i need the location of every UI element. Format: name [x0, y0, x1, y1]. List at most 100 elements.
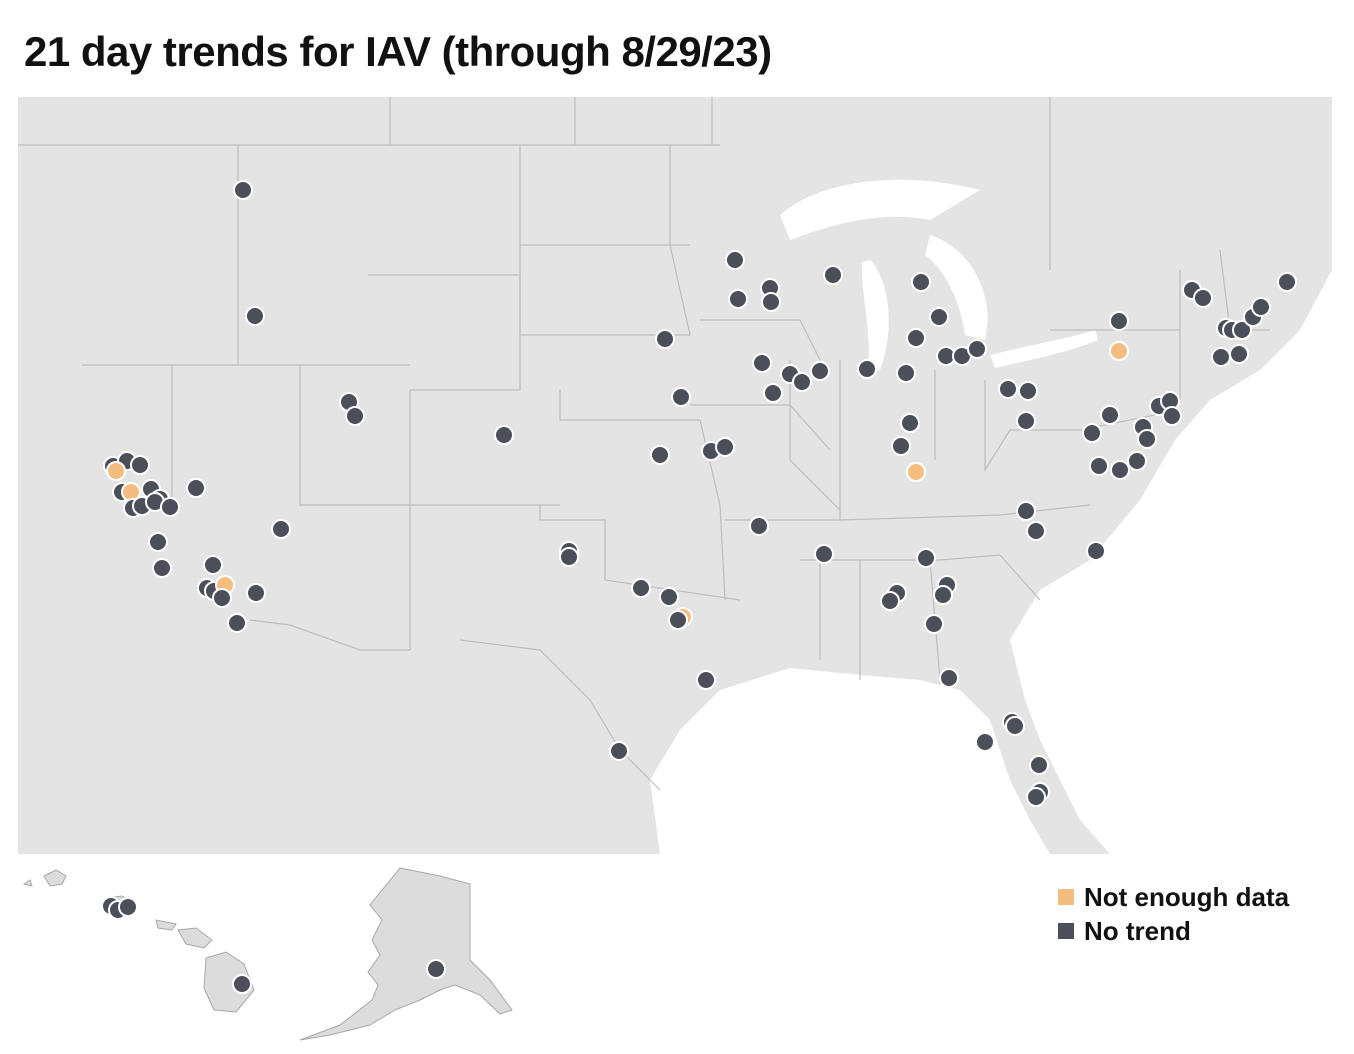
- lake-superior: [780, 179, 980, 240]
- site-marker-no-trend[interactable]: [160, 497, 180, 517]
- site-marker-no-trend[interactable]: [1232, 320, 1252, 340]
- site-marker-not-enough-data[interactable]: [1109, 341, 1129, 361]
- legend-label-not-enough-data: Not enough data: [1084, 881, 1290, 912]
- site-marker-no-trend[interactable]: [609, 741, 629, 761]
- site-marker-no-trend[interactable]: [186, 478, 206, 498]
- site-marker-no-trend[interactable]: [1089, 456, 1109, 476]
- site-marker-not-enough-data[interactable]: [906, 462, 926, 482]
- site-marker-no-trend[interactable]: [880, 591, 900, 611]
- site-marker-no-trend[interactable]: [1109, 311, 1129, 331]
- site-marker-no-trend[interactable]: [906, 328, 926, 348]
- site-marker-no-trend[interactable]: [1016, 501, 1036, 521]
- site-marker-no-trend[interactable]: [1026, 787, 1046, 807]
- state-borders: [18, 97, 1270, 791]
- site-marker-no-trend[interactable]: [233, 180, 253, 200]
- site-marker-no-trend[interactable]: [924, 614, 944, 634]
- site-marker-no-trend[interactable]: [1229, 344, 1249, 364]
- site-marker-no-trend[interactable]: [494, 425, 514, 445]
- site-marker-no-trend[interactable]: [1137, 429, 1157, 449]
- site-marker-no-trend[interactable]: [1100, 405, 1120, 425]
- site-marker-no-trend[interactable]: [148, 532, 168, 552]
- site-marker-no-trend[interactable]: [246, 583, 266, 603]
- site-marker-no-trend[interactable]: [933, 585, 953, 605]
- site-marker-no-trend[interactable]: [1277, 272, 1297, 292]
- site-marker-no-trend[interactable]: [891, 436, 911, 456]
- site-marker-no-trend[interactable]: [118, 897, 138, 917]
- site-marker-no-trend[interactable]: [271, 519, 291, 539]
- site-marker-no-trend[interactable]: [1251, 297, 1271, 317]
- site-marker-no-trend[interactable]: [929, 307, 949, 327]
- lake-erie: [990, 330, 1098, 368]
- site-marker-no-trend[interactable]: [696, 670, 716, 690]
- site-marker-no-trend[interactable]: [1211, 347, 1231, 367]
- site-marker-no-trend[interactable]: [810, 361, 830, 381]
- legend-swatch-no-trend: [1058, 923, 1074, 939]
- hawaii-island-molokai: [155, 919, 177, 931]
- site-marker-no-trend[interactable]: [1005, 716, 1025, 736]
- site-marker-no-trend[interactable]: [1127, 451, 1147, 471]
- site-marker-no-trend[interactable]: [911, 272, 931, 292]
- site-marker-no-trend[interactable]: [814, 544, 834, 564]
- site-marker-no-trend[interactable]: [896, 363, 916, 383]
- site-marker-no-trend[interactable]: [916, 548, 936, 568]
- site-marker-no-trend[interactable]: [203, 555, 223, 575]
- site-marker-no-trend[interactable]: [1026, 521, 1046, 541]
- site-marker-no-trend[interactable]: [659, 587, 679, 607]
- site-marker-no-trend[interactable]: [130, 455, 150, 475]
- gulf-of-mexico: [650, 668, 1050, 854]
- hawaii-island-big-island: [203, 951, 255, 1013]
- site-marker-no-trend[interactable]: [967, 339, 987, 359]
- legend-label-no-trend: No trend: [1084, 915, 1191, 946]
- map-title: 21 day trends for IAV (through 8/29/23): [24, 28, 772, 75]
- site-marker-no-trend[interactable]: [975, 732, 995, 752]
- site-marker-no-trend[interactable]: [345, 406, 365, 426]
- legend-item-not-enough-data: Not enough data: [1058, 880, 1289, 914]
- site-marker-no-trend[interactable]: [823, 265, 843, 285]
- site-marker-no-trend[interactable]: [152, 558, 172, 578]
- lower48-basemap: [18, 97, 1332, 854]
- atlantic-ocean: [1010, 270, 1332, 854]
- site-marker-no-trend[interactable]: [1029, 755, 1049, 775]
- site-marker-no-trend[interactable]: [1086, 541, 1106, 561]
- site-marker-no-trend[interactable]: [900, 413, 920, 433]
- site-marker-no-trend[interactable]: [1193, 288, 1213, 308]
- site-marker-no-trend[interactable]: [1018, 381, 1038, 401]
- site-marker-no-trend[interactable]: [857, 359, 877, 379]
- site-marker-no-trend[interactable]: [227, 613, 247, 633]
- hawaii-island-niihau: [22, 879, 33, 887]
- site-marker-no-trend[interactable]: [245, 306, 265, 326]
- site-marker-no-trend[interactable]: [792, 372, 812, 392]
- site-marker-no-trend[interactable]: [1110, 460, 1130, 480]
- site-marker-no-trend[interactable]: [559, 547, 579, 567]
- site-marker-no-trend[interactable]: [668, 610, 688, 630]
- site-marker-no-trend[interactable]: [715, 437, 735, 457]
- site-marker-no-trend[interactable]: [761, 292, 781, 312]
- site-marker-not-enough-data[interactable]: [106, 461, 126, 481]
- site-marker-no-trend[interactable]: [631, 578, 651, 598]
- alaska-shape: [299, 867, 513, 1041]
- alaska-basemap: [299, 867, 513, 1041]
- site-marker-no-trend[interactable]: [426, 959, 446, 979]
- site-marker-no-trend[interactable]: [1162, 406, 1182, 426]
- hawaii-basemap: [22, 869, 255, 1013]
- lake-huron: [925, 235, 988, 340]
- site-marker-no-trend[interactable]: [671, 387, 691, 407]
- site-marker-no-trend[interactable]: [212, 588, 232, 608]
- site-marker-no-trend[interactable]: [232, 974, 252, 994]
- site-marker-no-trend[interactable]: [749, 516, 769, 536]
- site-marker-no-trend[interactable]: [650, 445, 670, 465]
- site-markers[interactable]: [101, 180, 1297, 994]
- hawaii-island-maui: [177, 927, 213, 949]
- site-marker-no-trend[interactable]: [728, 289, 748, 309]
- site-marker-no-trend[interactable]: [763, 383, 783, 403]
- site-marker-no-trend[interactable]: [939, 668, 959, 688]
- site-marker-no-trend[interactable]: [725, 250, 745, 270]
- site-marker-no-trend[interactable]: [1082, 423, 1102, 443]
- site-marker-no-trend[interactable]: [1016, 411, 1036, 431]
- site-marker-no-trend[interactable]: [998, 379, 1018, 399]
- legend-swatch-not-enough-data: [1058, 889, 1074, 905]
- legend-item-no-trend: No trend: [1058, 914, 1289, 948]
- site-marker-no-trend[interactable]: [752, 353, 772, 373]
- site-marker-no-trend[interactable]: [655, 329, 675, 349]
